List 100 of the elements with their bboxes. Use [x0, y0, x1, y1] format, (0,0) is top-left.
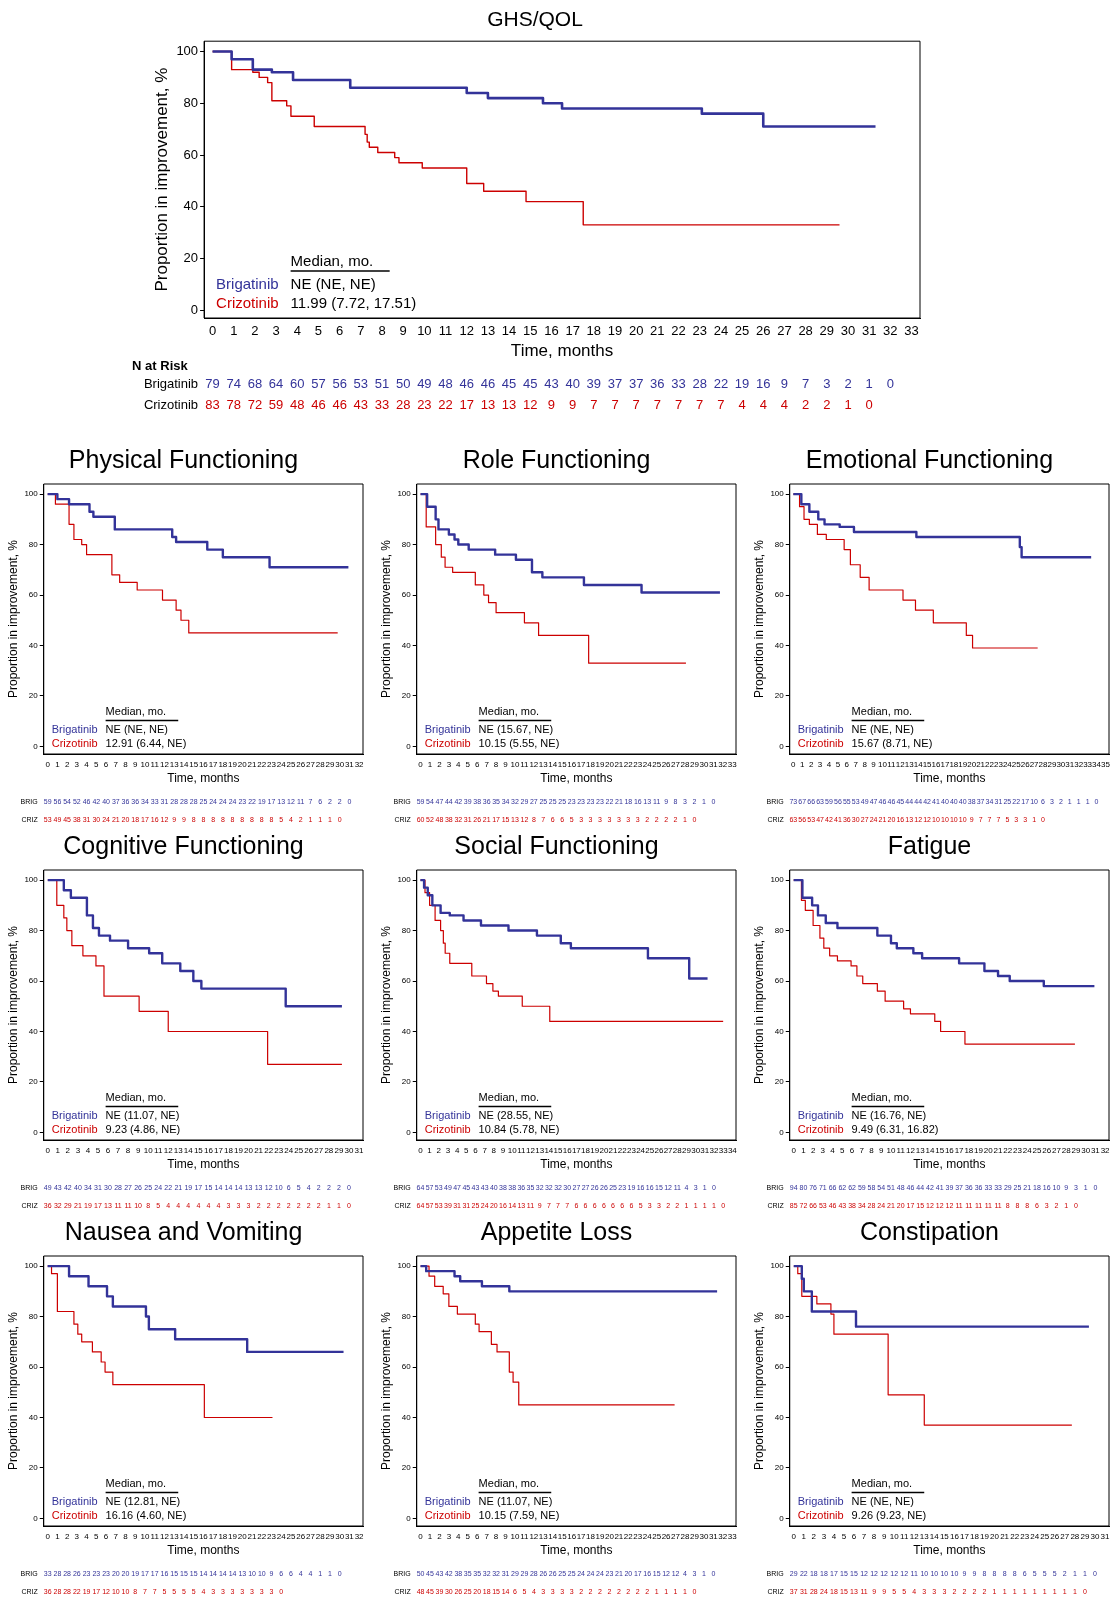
x-tick-label: 6	[849, 1146, 855, 1155]
chart-title: Social Functioning	[454, 830, 659, 859]
y-tick-label: 0	[33, 1513, 39, 1523]
x-tick-label: 12	[163, 1146, 174, 1155]
y-tick-label: 0	[779, 741, 785, 751]
y-tick-label: 100	[770, 1261, 785, 1271]
annotation: 9.49 (6.31, 16.82)	[851, 1123, 939, 1135]
y-tick-label: 100	[24, 1261, 39, 1271]
text: Crizotinib	[424, 737, 471, 749]
x-tick-label: 8	[493, 1532, 499, 1541]
x-tick-label: 1	[801, 1532, 807, 1541]
x-tick-label: 3	[446, 1532, 452, 1541]
y-axis-title: Proportion in improvement, %	[378, 539, 393, 699]
x-tick-label: 13	[904, 760, 915, 769]
x-tick-label: 31	[344, 1532, 355, 1541]
x-tick-label: 13	[480, 323, 496, 339]
x-tick-label: 21	[650, 323, 665, 339]
x-tick-label: 6	[851, 1532, 857, 1541]
text: 83 78 72 59 48 46 46 43 33 28 23 22 17 13 13 12 9 9 7 7 7 7 7 7 7 4 4 4 2 2 1 0	[205, 397, 873, 412]
x-tick-label: 25	[1011, 760, 1022, 769]
x-tick-label: 1	[55, 1146, 61, 1155]
x-tick-label: 23	[1020, 1532, 1030, 1541]
x-tick-label: 28	[798, 323, 813, 339]
x-tick-label: 9	[871, 760, 877, 769]
x-axis-title: Time, months	[913, 1157, 986, 1172]
x-tick-label: 6	[844, 760, 850, 769]
x-tick-label: 14	[913, 760, 924, 769]
x-tick-label: 20	[990, 1532, 1000, 1541]
text: Brigatinib	[51, 1494, 98, 1507]
x-tick-label: 14	[179, 760, 189, 769]
x-tick-label: 10	[886, 1146, 896, 1155]
x-tick-label: 12	[526, 1146, 536, 1155]
x-tick-label: 10	[510, 760, 520, 769]
x-tick-label: 21	[247, 760, 258, 769]
x-tick-label: 12	[459, 323, 474, 339]
x-tick-label: 5	[835, 760, 841, 769]
x-tick-label: 28	[680, 760, 690, 769]
x-tick-label: 29	[682, 1146, 692, 1155]
x-tick-label: 16	[198, 1532, 209, 1541]
x-tick-label: 18	[970, 1532, 980, 1541]
x-tick-label: 34	[727, 1146, 738, 1155]
y-tick-label: 20	[28, 691, 39, 701]
x-tick-label: 8	[871, 1532, 877, 1541]
x-tick-label: 17	[565, 323, 580, 339]
y-tick-label: 100	[770, 489, 785, 499]
x-tick-label: 20	[604, 1532, 615, 1541]
x-tick-label: 25	[286, 1532, 296, 1541]
x-tick-label: 13	[535, 1146, 545, 1155]
x-tick-label: 3	[74, 760, 80, 769]
x-tick-label: 18	[581, 1146, 591, 1155]
x-tick-label: 12	[905, 1146, 916, 1155]
x-tick-label: 13	[169, 760, 180, 769]
x-tick-label: 31	[1090, 1146, 1101, 1155]
annotation: Median, mo.	[290, 252, 374, 269]
x-tick-label: 11	[896, 1146, 906, 1155]
x-tick-label: 7	[484, 760, 490, 769]
x-tick-label: 11	[438, 323, 453, 339]
y-axis-title: Proportion in improvement, %	[378, 925, 393, 1085]
text: Crizotinib	[51, 1123, 98, 1135]
x-tick-label: 23	[267, 760, 277, 769]
y-tick-label: 0	[406, 1127, 412, 1137]
annotation: Median, mo.	[851, 1477, 913, 1490]
x-tick-label: 10	[140, 760, 150, 769]
y-tick-label: 40	[28, 1412, 39, 1422]
x-tick-label: 31	[354, 1146, 364, 1155]
x-tick-label: 24	[713, 323, 729, 339]
x-tick-label: 28	[680, 1532, 690, 1541]
x-tick-label: 27	[671, 1532, 681, 1541]
x-tick-label: 31	[700, 1146, 710, 1155]
text: Brigatinib	[797, 1494, 844, 1507]
x-axis-title: Time, months	[167, 1543, 240, 1558]
x-tick-label: 9	[881, 1532, 887, 1541]
x-tick-label: 25	[645, 1146, 655, 1155]
x-tick-label: 2	[65, 1146, 71, 1155]
x-tick-label: 23	[626, 1146, 637, 1155]
x-tick-label: 6	[105, 1146, 111, 1155]
y-tick-label: 60	[401, 976, 412, 986]
x-tick-label: 14	[501, 323, 517, 339]
x-tick-label: 5	[465, 760, 471, 769]
annotation: NE (16.76, NE)	[851, 1108, 927, 1121]
x-tick-label: 18	[224, 1146, 234, 1155]
x-tick-label: 18	[218, 760, 228, 769]
y-tick-label: 80	[401, 539, 412, 549]
x-tick-label: 15	[189, 760, 199, 769]
x-axis-title: Time, months	[167, 1157, 240, 1172]
x-tick-label: 15	[189, 1532, 199, 1541]
text: Crizotinib	[216, 294, 279, 311]
x-tick-label: 5	[465, 1532, 471, 1541]
x-tick-label: 22	[617, 1146, 628, 1155]
x-tick-label: 5	[841, 1532, 847, 1541]
annotation: 16.16 (4.60, NE)	[105, 1509, 187, 1521]
x-tick-label: 5	[94, 760, 100, 769]
x-tick-label: 2	[64, 760, 70, 769]
y-tick-label: 40	[401, 640, 412, 650]
x-tick-label: 21	[614, 760, 624, 769]
x-tick-label: 22	[985, 760, 995, 769]
x-tick-label: 14	[929, 1532, 940, 1541]
x-tick-label: 33	[727, 760, 738, 769]
x-tick-label: 9	[133, 1532, 139, 1541]
x-tick-label: 26	[304, 1146, 314, 1155]
